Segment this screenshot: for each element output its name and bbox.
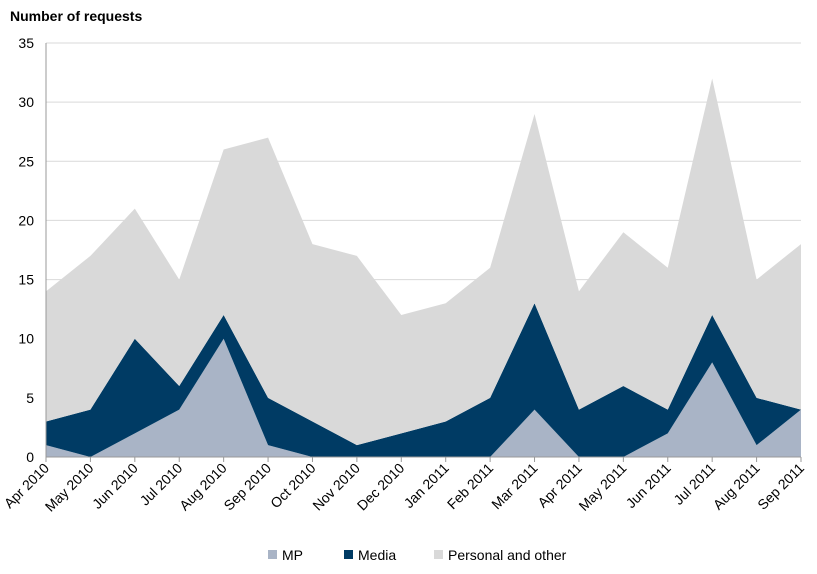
x-tick-label: Mar 2011	[488, 460, 541, 513]
x-tick-label: Feb 2011	[444, 460, 497, 513]
area-series-mp	[46, 338, 801, 457]
y-tick-label: 20	[18, 212, 34, 228]
y-tick-label: 5	[26, 390, 34, 406]
legend-label: Personal and other	[448, 547, 567, 563]
x-tick-label: Jun 2011	[623, 460, 674, 511]
x-tick-label: Aug 2010	[176, 460, 230, 514]
y-tick-label: 35	[18, 35, 34, 51]
legend-swatch	[344, 550, 353, 559]
x-tick-label: Sep 2011	[754, 460, 807, 513]
x-tick-label: Jun 2010	[89, 460, 141, 512]
x-tick-label: May 2011	[575, 460, 629, 514]
x-tick-label: Dec 2010	[354, 460, 408, 514]
x-tick-label: May 2010	[42, 460, 97, 515]
legend-label: MP	[282, 547, 303, 563]
y-tick-label: 0	[26, 449, 34, 465]
y-tick-label: 10	[18, 331, 34, 347]
x-tick-label: Nov 2010	[309, 460, 363, 514]
y-axis-title: Number of requests	[10, 8, 142, 24]
y-tick-label: 25	[18, 153, 34, 169]
legend-swatch	[434, 550, 443, 559]
x-tick-label: Sep 2010	[220, 460, 274, 514]
legend-swatch	[268, 550, 277, 559]
area-series-personal-and-other	[46, 78, 801, 446]
legend-label: Media	[358, 547, 396, 563]
x-tick-label: Jan 2011	[401, 460, 452, 511]
area-series-media	[46, 303, 801, 457]
x-tick-label: Aug 2011	[710, 460, 763, 513]
y-tick-label: 15	[18, 272, 34, 288]
y-tick-label: 30	[18, 94, 34, 110]
